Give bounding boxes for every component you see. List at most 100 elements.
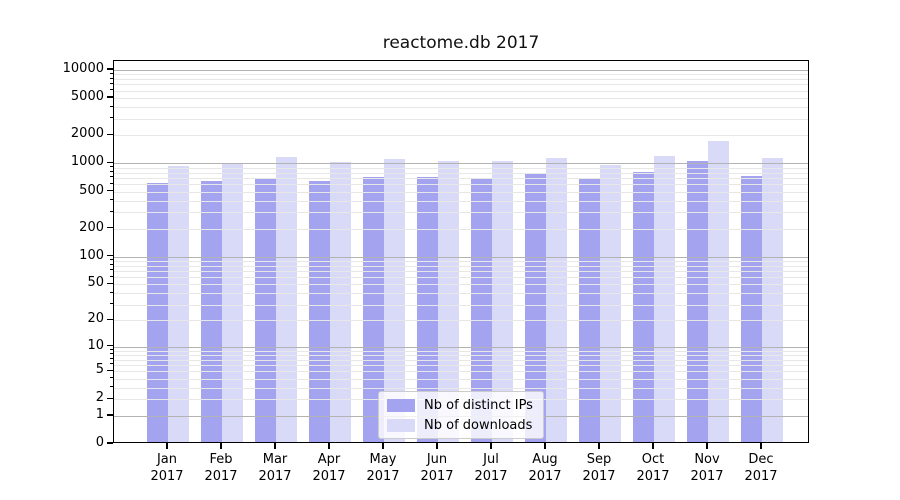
ytick-mark-500 xyxy=(106,189,113,192)
bars-layer xyxy=(114,61,808,442)
bar-distinct-ips-apr xyxy=(309,180,330,442)
ytick-mark-2 xyxy=(106,397,113,400)
ytick-mark-10 xyxy=(106,344,113,347)
legend: Nb of distinct IPs Nb of downloads xyxy=(378,391,544,439)
bar-downloads-feb xyxy=(222,164,243,442)
ytick-minor-mark-400 xyxy=(109,199,113,201)
xtick-mark-feb xyxy=(220,443,222,449)
bar-distinct-ips-may xyxy=(363,177,384,442)
ytick-mark-20 xyxy=(106,318,113,321)
plot-area: Nb of distinct IPs Nb of downloads xyxy=(113,60,809,443)
xtick-mark-nov xyxy=(706,443,708,449)
bar-downloads-jan xyxy=(168,166,189,442)
ytick-mark-200 xyxy=(106,226,113,229)
ytick-minor-mark-800 xyxy=(109,171,113,172)
ytick-mark-100 xyxy=(106,254,113,257)
legend-item-downloads: Nb of downloads xyxy=(387,417,533,433)
xtick-label-aug: Aug 2017 xyxy=(528,452,562,484)
ytick-label-5: 5 xyxy=(95,362,104,378)
xtick-label-dec: Dec 2017 xyxy=(744,452,778,484)
ytick-minor-mark-60 xyxy=(109,275,113,277)
ytick-mark-1000 xyxy=(106,161,113,164)
ytick-minor-mark-7 xyxy=(109,358,113,360)
ytick-label-20: 20 xyxy=(87,311,104,327)
bar-downloads-apr xyxy=(330,161,351,442)
bar-distinct-ips-jan xyxy=(147,182,168,442)
xtick-mark-may xyxy=(382,443,384,449)
legend-swatch-downloads xyxy=(387,418,415,432)
xtick-mark-jul xyxy=(490,443,492,449)
xtick-label-apr: Apr 2017 xyxy=(312,452,346,484)
bar-distinct-ips-jul xyxy=(471,179,492,442)
ytick-label-500: 500 xyxy=(79,182,104,198)
xtick-label-may: May 2017 xyxy=(366,452,400,484)
ytick-mark-5000 xyxy=(106,96,113,98)
ytick-mark-0 xyxy=(106,442,113,444)
ytick-minor-mark-90 xyxy=(109,259,113,261)
xtick-mark-jan xyxy=(166,443,168,449)
ytick-minor-mark-70 xyxy=(109,269,113,271)
xtick-label-sep: Sep 2017 xyxy=(582,452,616,484)
ytick-mark-1 xyxy=(106,414,113,416)
ytick-minor-mark-3000 xyxy=(109,117,113,119)
ytick-minor-mark-4 xyxy=(109,377,113,379)
xtick-mark-oct xyxy=(652,443,654,449)
ytick-label-200: 200 xyxy=(79,219,104,235)
xtick-label-mar: Mar 2017 xyxy=(258,452,292,484)
xtick-label-jul: Jul 2017 xyxy=(474,452,508,484)
ytick-mark-2000 xyxy=(106,133,113,136)
bar-downloads-mar xyxy=(276,156,297,442)
ytick-minor-mark-7000 xyxy=(109,82,113,84)
bar-downloads-sep xyxy=(600,164,621,442)
bar-distinct-ips-sep xyxy=(579,178,600,442)
ytick-mark-5 xyxy=(106,369,113,371)
bar-downloads-dec xyxy=(762,158,783,442)
legend-label-distinct-ips: Nb of distinct IPs xyxy=(424,397,533,413)
bar-distinct-ips-jun xyxy=(417,177,438,442)
bar-downloads-aug xyxy=(546,158,567,442)
xtick-label-nov: Nov 2017 xyxy=(690,452,724,484)
ytick-minor-mark-6000 xyxy=(109,89,113,91)
ytick-label-1: 1 xyxy=(95,406,104,422)
legend-swatch-distinct-ips xyxy=(387,398,415,412)
ytick-label-10000: 10000 xyxy=(62,60,104,76)
xtick-mark-apr xyxy=(328,443,330,449)
xtick-mark-mar xyxy=(274,443,276,449)
ytick-label-100: 100 xyxy=(79,247,104,263)
ytick-mark-50 xyxy=(106,282,113,285)
xtick-label-oct: Oct 2017 xyxy=(636,452,670,484)
ytick-minor-mark-3 xyxy=(109,386,113,388)
bar-downloads-oct xyxy=(654,155,675,442)
ytick-mark-10000 xyxy=(106,68,113,70)
chart-title: reactome.db 2017 xyxy=(382,33,540,53)
ytick-minor-mark-80 xyxy=(109,264,113,266)
ytick-minor-mark-8000 xyxy=(109,77,113,79)
ytick-minor-mark-40 xyxy=(109,291,113,293)
bar-distinct-ips-oct xyxy=(633,172,654,442)
ytick-label-5000: 5000 xyxy=(70,89,104,105)
xtick-mark-aug xyxy=(544,443,546,449)
ytick-minor-mark-9 xyxy=(109,349,113,350)
ytick-label-2: 2 xyxy=(95,390,104,406)
ytick-minor-mark-6 xyxy=(109,363,113,365)
bar-distinct-ips-mar xyxy=(255,178,276,442)
ytick-minor-mark-4000 xyxy=(109,105,113,107)
ytick-minor-mark-900 xyxy=(109,166,113,168)
ytick-minor-mark-8 xyxy=(109,353,113,355)
xtick-label-jun: Jun 2017 xyxy=(420,452,454,484)
ytick-minor-mark-300 xyxy=(109,210,113,212)
bar-distinct-ips-nov xyxy=(687,161,708,442)
ytick-minor-mark-700 xyxy=(109,176,113,178)
xtick-label-feb: Feb 2017 xyxy=(204,452,238,484)
ytick-minor-mark-9000 xyxy=(109,72,113,74)
ytick-label-0: 0 xyxy=(95,435,104,450)
ytick-minor-mark-30 xyxy=(109,303,113,305)
ytick-label-1000: 1000 xyxy=(70,154,104,170)
ytick-label-2000: 2000 xyxy=(70,126,104,142)
ytick-label-50: 50 xyxy=(87,275,104,291)
xtick-mark-dec xyxy=(760,443,762,449)
bar-distinct-ips-aug xyxy=(525,172,546,442)
